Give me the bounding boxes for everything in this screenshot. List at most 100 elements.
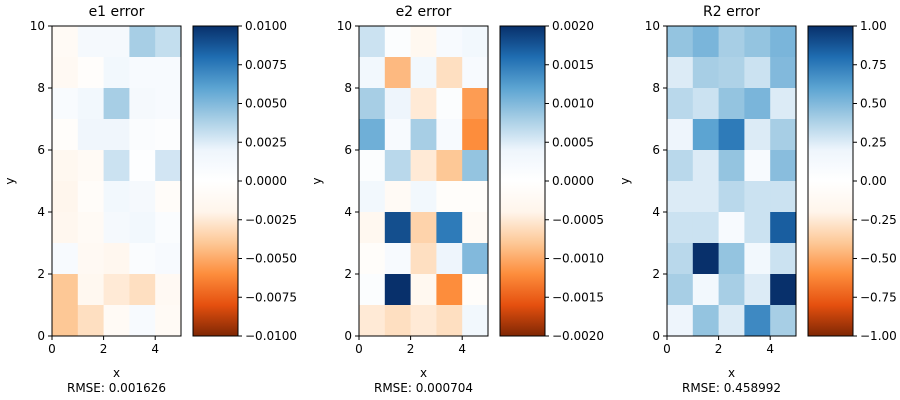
heatmap-cell xyxy=(718,88,745,120)
heatmap-cell xyxy=(103,88,130,120)
heatmap-cell xyxy=(692,212,719,244)
rmse-label: RMSE: 0.001626 xyxy=(67,381,166,395)
rmse-label: RMSE: 0.000704 xyxy=(374,381,473,395)
y-tick-label: 4 xyxy=(37,205,45,219)
y-tick-label: 2 xyxy=(344,267,352,281)
heatmap-cell xyxy=(410,305,437,337)
heatmap-cell xyxy=(744,181,771,213)
y-tick-label: 2 xyxy=(37,267,45,281)
heatmap-cell xyxy=(52,150,79,182)
chart-title: R2 error xyxy=(703,4,760,20)
heatmap-cell xyxy=(667,305,694,337)
heatmap-cell xyxy=(384,57,411,89)
heatmap-cell xyxy=(744,57,771,89)
heatmap-cell xyxy=(129,181,156,213)
heatmap-cell xyxy=(718,57,745,89)
heatmap-cell xyxy=(692,88,719,120)
x-axis-label: x xyxy=(728,366,735,380)
colorbar-tick-label: −0.0075 xyxy=(245,290,297,304)
heatmap-cell xyxy=(52,212,79,244)
y-tick-label: 10 xyxy=(645,19,660,33)
colorbar-tick-label: −0.50 xyxy=(860,252,897,266)
heatmap-cell xyxy=(667,26,694,58)
heatmap-cell xyxy=(770,150,797,182)
y-axis-label: y xyxy=(310,177,324,184)
heatmap-cell xyxy=(718,119,745,151)
x-tick-label: 2 xyxy=(715,342,723,356)
heatmap-cell xyxy=(52,119,79,151)
colorbar-tick-label: 0.0015 xyxy=(552,58,594,72)
heatmap-cell xyxy=(718,26,745,58)
x-tick-label: 4 xyxy=(766,342,774,356)
heatmap-cell xyxy=(410,57,437,89)
heatmap-cell xyxy=(718,243,745,275)
heatmap-cell xyxy=(436,243,463,275)
heatmap-cell xyxy=(462,212,489,244)
heatmap-cell xyxy=(103,26,130,58)
heatmap-cell xyxy=(718,150,745,182)
x-tick-label: 4 xyxy=(458,342,466,356)
y-tick-label: 4 xyxy=(652,205,660,219)
heatmap-cell xyxy=(103,181,130,213)
heatmap-cell xyxy=(410,88,437,120)
heatmap-cell xyxy=(77,57,104,89)
colorbar-tick-label: 0.0075 xyxy=(245,58,287,72)
heatmap-cell xyxy=(77,119,104,151)
heatmap-cell xyxy=(77,181,104,213)
heatmap-cell xyxy=(52,57,79,89)
colorbar-tick-label: −0.0005 xyxy=(552,213,604,227)
heatmap-cell xyxy=(129,57,156,89)
heatmap-cell xyxy=(462,181,489,213)
heatmap-cell xyxy=(384,212,411,244)
heatmap-cell xyxy=(77,26,104,58)
colorbar xyxy=(499,25,546,337)
x-tick-label: 0 xyxy=(355,342,363,356)
heatmap-cell xyxy=(462,88,489,120)
heatmap-cell xyxy=(667,274,694,306)
colorbar-tick-label: 0.25 xyxy=(860,135,887,149)
heatmap-cell xyxy=(410,243,437,275)
heatmap-cell xyxy=(129,119,156,151)
heatmap-cell xyxy=(384,274,411,306)
heatmap-cell xyxy=(462,26,489,58)
chart-title: e2 error xyxy=(396,4,452,20)
heatmap-cell xyxy=(384,243,411,275)
colorbar-tick-label: −0.0010 xyxy=(552,252,604,266)
heatmap-cell xyxy=(129,305,156,337)
heatmap-cell xyxy=(410,150,437,182)
heatmap-cell xyxy=(667,57,694,89)
heatmap-cell xyxy=(129,26,156,58)
x-tick-label: 4 xyxy=(151,342,159,356)
heatmap-cell xyxy=(667,243,694,275)
axes-frame xyxy=(51,25,182,337)
heatmap-cell xyxy=(359,57,386,89)
heatmap-cell xyxy=(692,274,719,306)
heatmap-cell xyxy=(359,243,386,275)
heatmap-cell xyxy=(129,212,156,244)
axes-frame xyxy=(666,25,797,337)
heatmap-cell xyxy=(462,274,489,306)
heatmap-cell xyxy=(770,88,797,120)
heatmap-cell xyxy=(436,274,463,306)
heatmap-cell xyxy=(692,243,719,275)
heatmap-cell xyxy=(155,274,182,306)
heatmap-cell xyxy=(667,212,694,244)
colorbar-tick-label: −0.0015 xyxy=(552,290,604,304)
heatmap-cell xyxy=(155,181,182,213)
heatmap-cell xyxy=(718,305,745,337)
heatmap-cell xyxy=(770,119,797,151)
colorbar-tick-label: 0.00 xyxy=(860,174,887,188)
heatmap-cell xyxy=(52,181,79,213)
heatmap-cell xyxy=(129,150,156,182)
heatmap-cell xyxy=(155,57,182,89)
heatmap-cell xyxy=(384,181,411,213)
heatmap-cell xyxy=(77,88,104,120)
y-axis-label: y xyxy=(3,177,17,184)
heatmap-cell xyxy=(462,305,489,337)
heatmap-cell xyxy=(744,119,771,151)
heatmap-cell xyxy=(52,88,79,120)
y-tick-label: 6 xyxy=(652,143,660,157)
panel-2: e2 error 0 2 4 0 2 4 6 8 10 x y RMSE: 0.000704 0.0020… xyxy=(310,4,604,395)
heatmap-cell xyxy=(359,181,386,213)
heatmap-cell xyxy=(744,305,771,337)
